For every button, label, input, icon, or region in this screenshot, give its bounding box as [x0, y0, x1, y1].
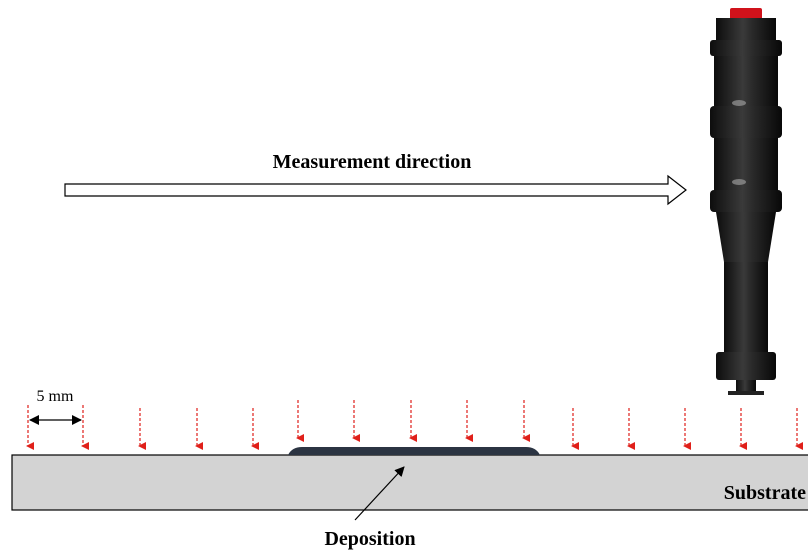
deposition-label: Deposition [324, 528, 415, 550]
substrate-label: Substrate [724, 482, 806, 504]
measure-points [26, 400, 803, 450]
deposition [288, 447, 540, 455]
substrate [11, 454, 808, 511]
scale-label: 5 mm [37, 388, 74, 405]
arrow-label: Measurement direction [273, 151, 472, 173]
direction-arrow [64, 174, 687, 206]
leader-arrow [354, 466, 405, 521]
tester [710, 8, 782, 395]
